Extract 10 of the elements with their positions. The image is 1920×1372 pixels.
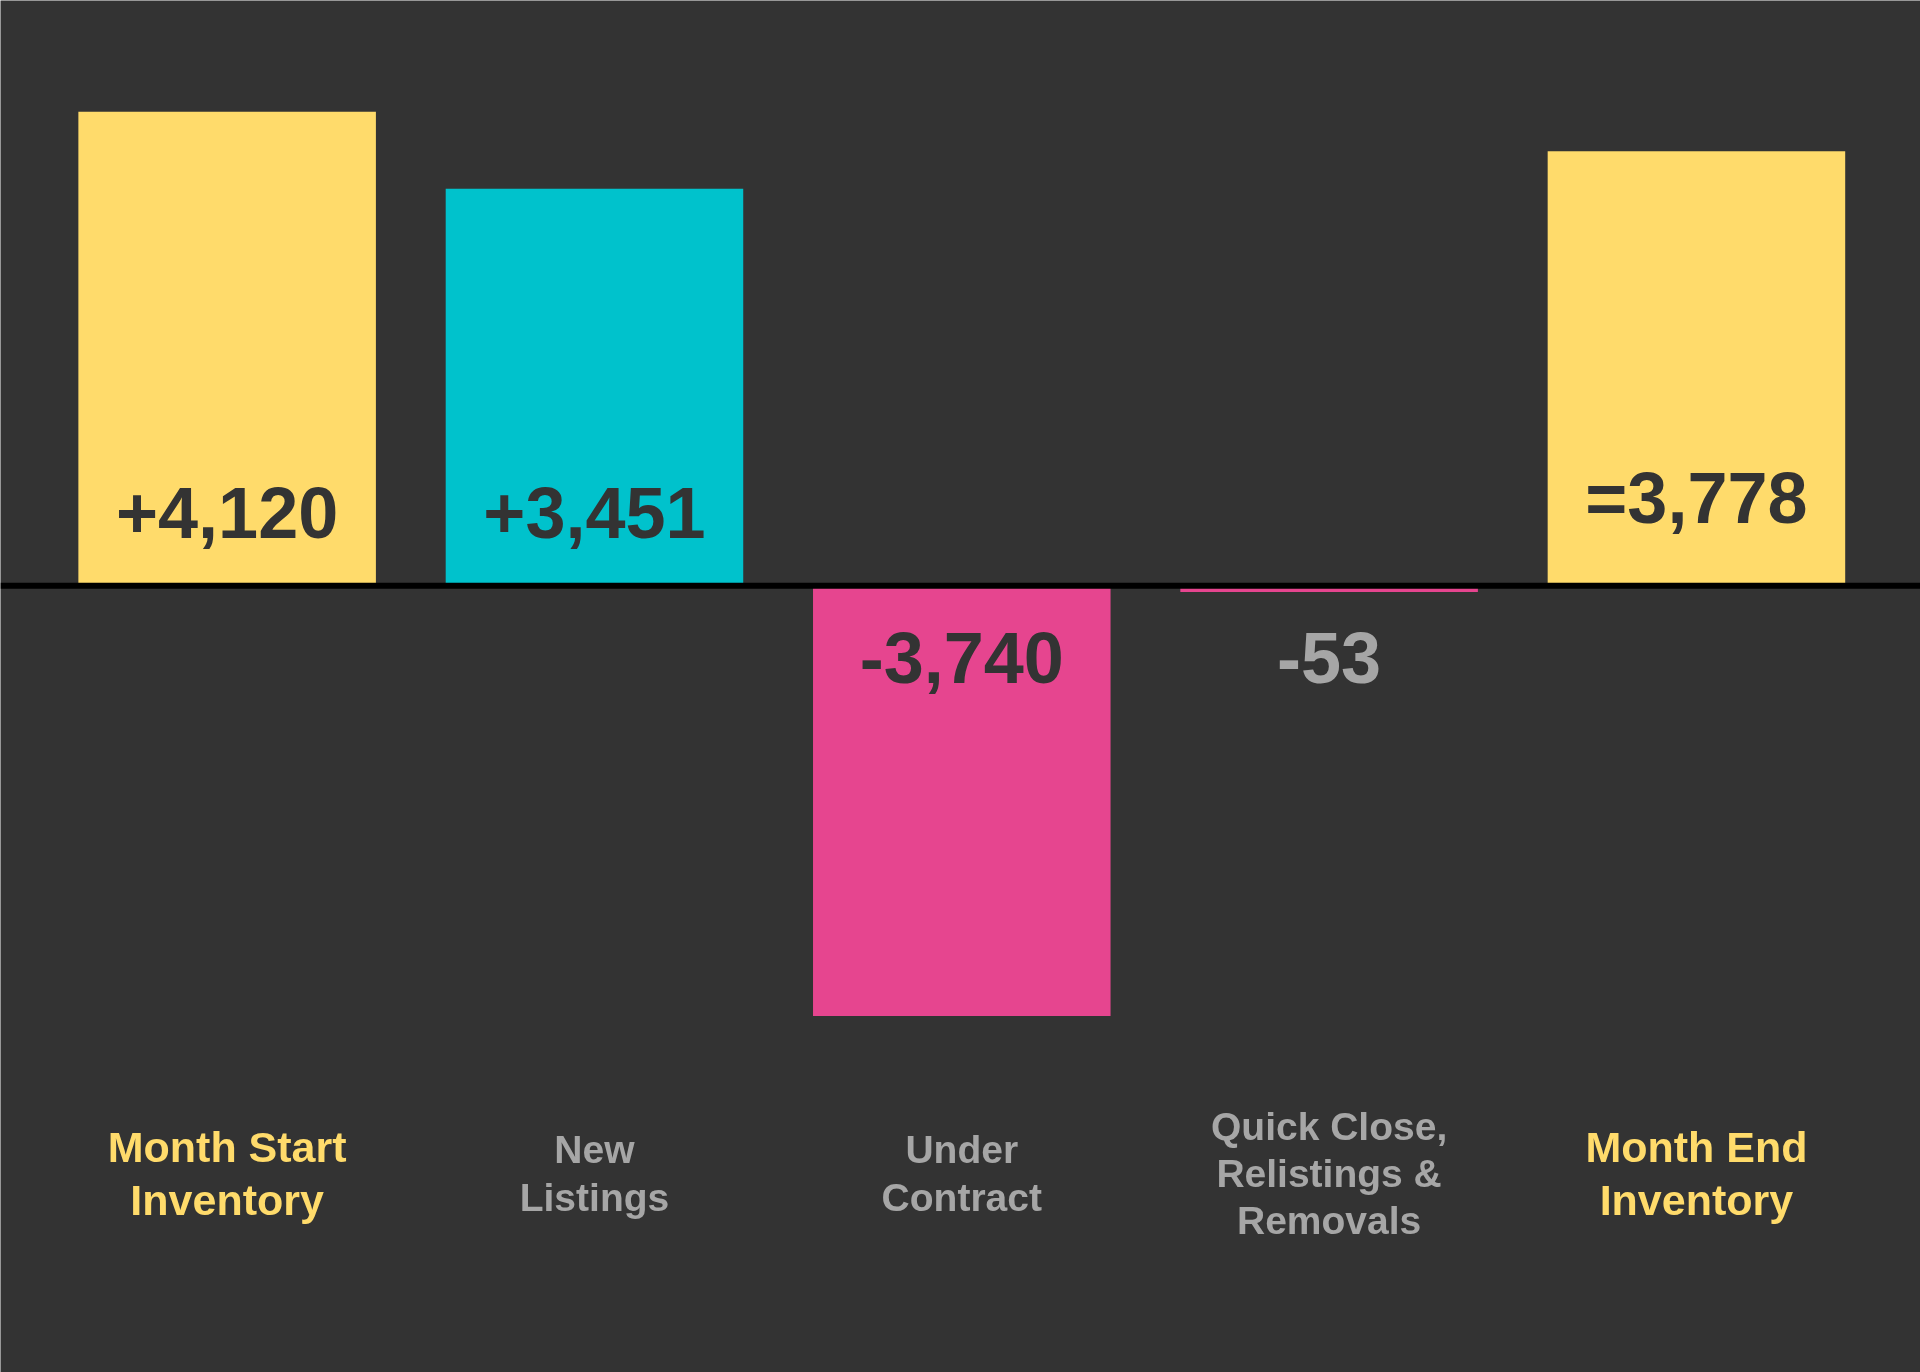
x-tick-label: Month Start Inventory (107, 1123, 347, 1224)
x-tick-label: Quick Close, Relistings & Removals (1210, 1104, 1448, 1243)
data-label: =3,778 (1585, 458, 1808, 539)
x-tick-label: Month End Inventory (1585, 1123, 1808, 1224)
data-label: +4,120 (116, 473, 339, 554)
data-label: -3,740 (859, 618, 1064, 699)
x-tick-label: New Listings (519, 1128, 670, 1219)
data-label: -53 (1277, 618, 1382, 699)
data-label: +3,451 (483, 473, 706, 554)
x-tick-label: Under Contract (881, 1128, 1042, 1219)
